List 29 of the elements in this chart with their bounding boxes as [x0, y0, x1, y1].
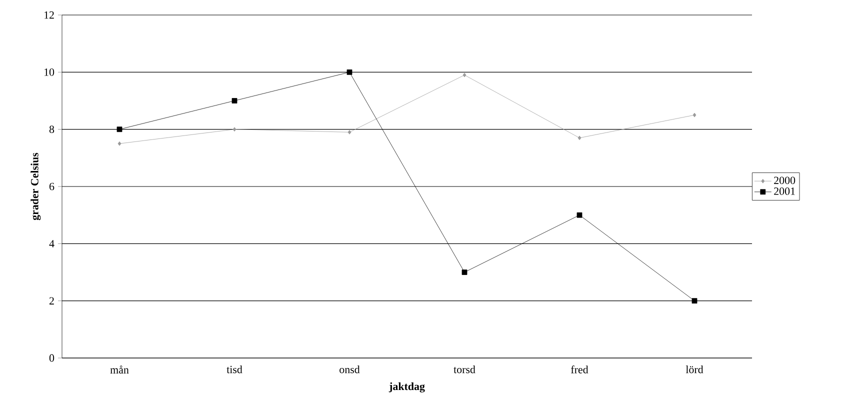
point [692, 112, 696, 118]
point [462, 72, 466, 78]
point [116, 126, 122, 132]
y-tick-label: 4 [49, 240, 54, 248]
point [348, 130, 352, 134]
point [462, 270, 468, 275]
x-tick-label: onsd [340, 366, 360, 374]
point [578, 136, 582, 140]
y-tick-label: 10 [44, 68, 54, 76]
point [576, 212, 582, 218]
y-tick-label: 2 [50, 297, 54, 304]
legend-label: 2001 [774, 188, 795, 195]
x-tick-label: fred [571, 366, 588, 374]
point [232, 127, 236, 132]
legend-label: 2000 [774, 176, 796, 184]
y-axis-title: grader Celsius [30, 152, 41, 220]
point [232, 98, 238, 104]
point [118, 141, 122, 146]
x-tick-label: lörd [686, 366, 704, 374]
point [346, 69, 352, 75]
x-tick-label: torsd [454, 366, 476, 374]
point [692, 298, 698, 304]
y-tick-label: 6 [49, 182, 54, 190]
x-tick-label: tisd [226, 366, 242, 374]
x-tick-label: mån [110, 366, 129, 374]
x-axis-title: jaktdag [388, 382, 425, 392]
y-tick-label: 12 [44, 11, 54, 19]
y-tick-label: 8 [49, 126, 54, 134]
y-tick-label: 0 [49, 354, 54, 362]
